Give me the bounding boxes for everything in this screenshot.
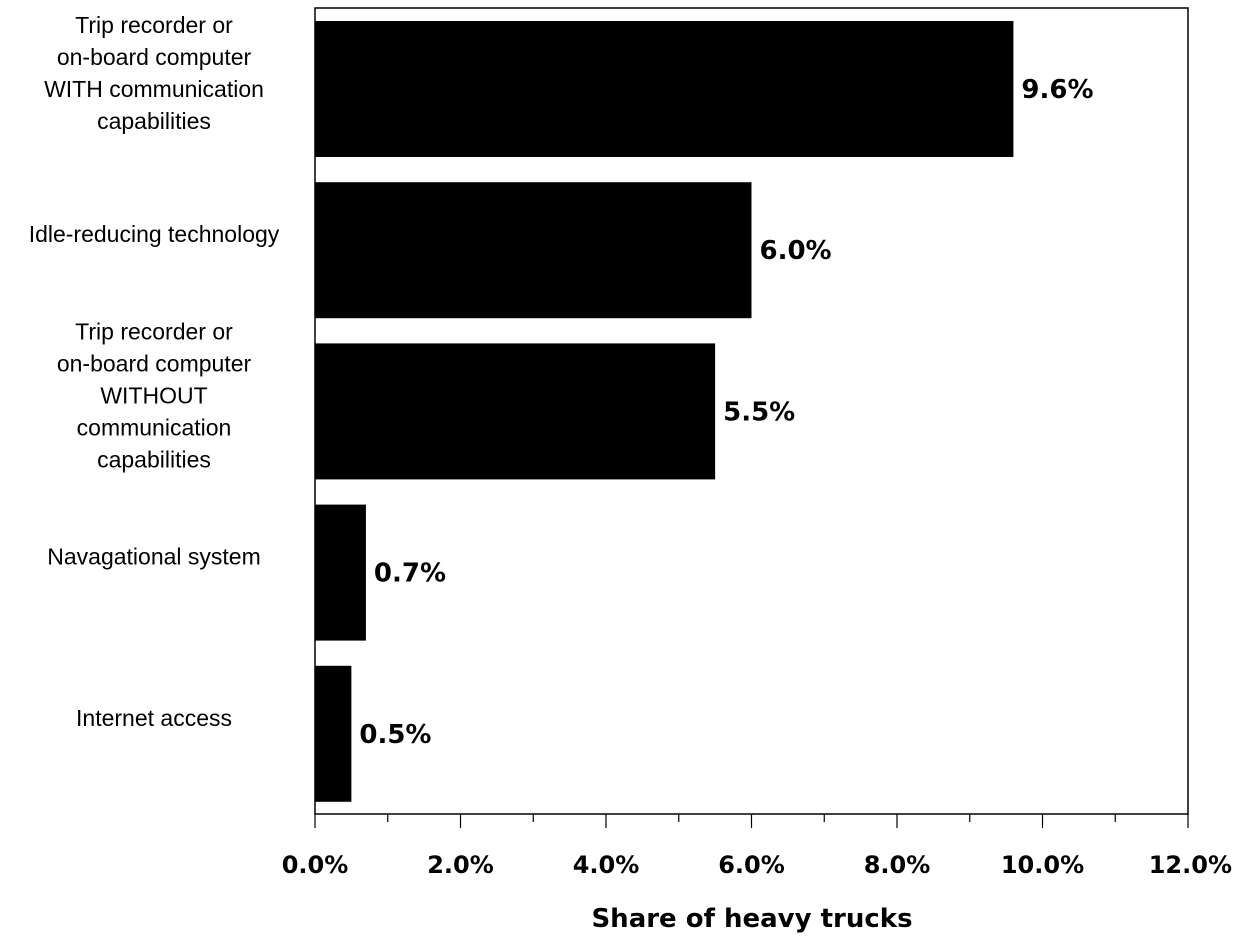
bar [315,343,716,480]
category-label-line: Trip recorder or [75,12,233,38]
x-tick-label: 10.0% [1001,851,1084,879]
category-label-line: Idle-reducing technology [29,221,280,247]
x-axis-title: Share of heavy trucks [591,904,912,934]
category-label: Internet access [76,705,232,731]
value-label: 9.6% [1021,75,1093,105]
category-label-line: on-board computer [57,44,252,70]
category-labels: Trip recorder or on-board computer WITH co… [29,12,280,731]
x-tick-label: 2.0% [427,851,494,879]
category-label-line: WITH communication [44,76,264,102]
x-tick-label: 6.0% [718,851,785,879]
bar [315,21,1014,157]
category-label: Trip recorder or on-board computer WITHOUT… [57,318,252,472]
category-label-line: Internet access [76,705,232,731]
bars-group [315,21,1014,802]
x-tick-label: 0.0% [282,851,349,879]
category-label-line: Trip recorder or [75,318,233,344]
x-tick-label: 12.0% [1149,851,1232,879]
bar [315,182,752,319]
category-label: Idle-reducing technology [29,221,280,247]
category-label-line: communication [77,414,232,440]
category-label: Navagational system [47,544,261,570]
value-label: 0.7% [374,559,446,589]
category-label: Trip recorder or on-board computer WITH co… [44,12,264,134]
category-label-line: on-board computer [57,350,252,376]
category-label-line: WITHOUT [100,382,207,408]
bar [315,504,366,641]
x-tick-label: 4.0% [573,851,640,879]
bar [315,665,352,802]
value-labels: 9.6% 6.0% 5.5% 0.7% 0.5% [359,75,1093,750]
value-label: 6.0% [760,236,832,266]
category-label-line: Navagational system [47,544,261,570]
category-label-line: capabilities [97,446,211,472]
x-tick-label: 8.0% [864,851,931,879]
value-label: 5.5% [723,397,795,427]
category-label-line: capabilities [97,108,211,134]
value-label: 0.5% [359,720,431,750]
x-axis-ticks: 0.0% 2.0% 4.0% 6.0% 8.0% 10.0% 12.0% [282,814,1232,879]
